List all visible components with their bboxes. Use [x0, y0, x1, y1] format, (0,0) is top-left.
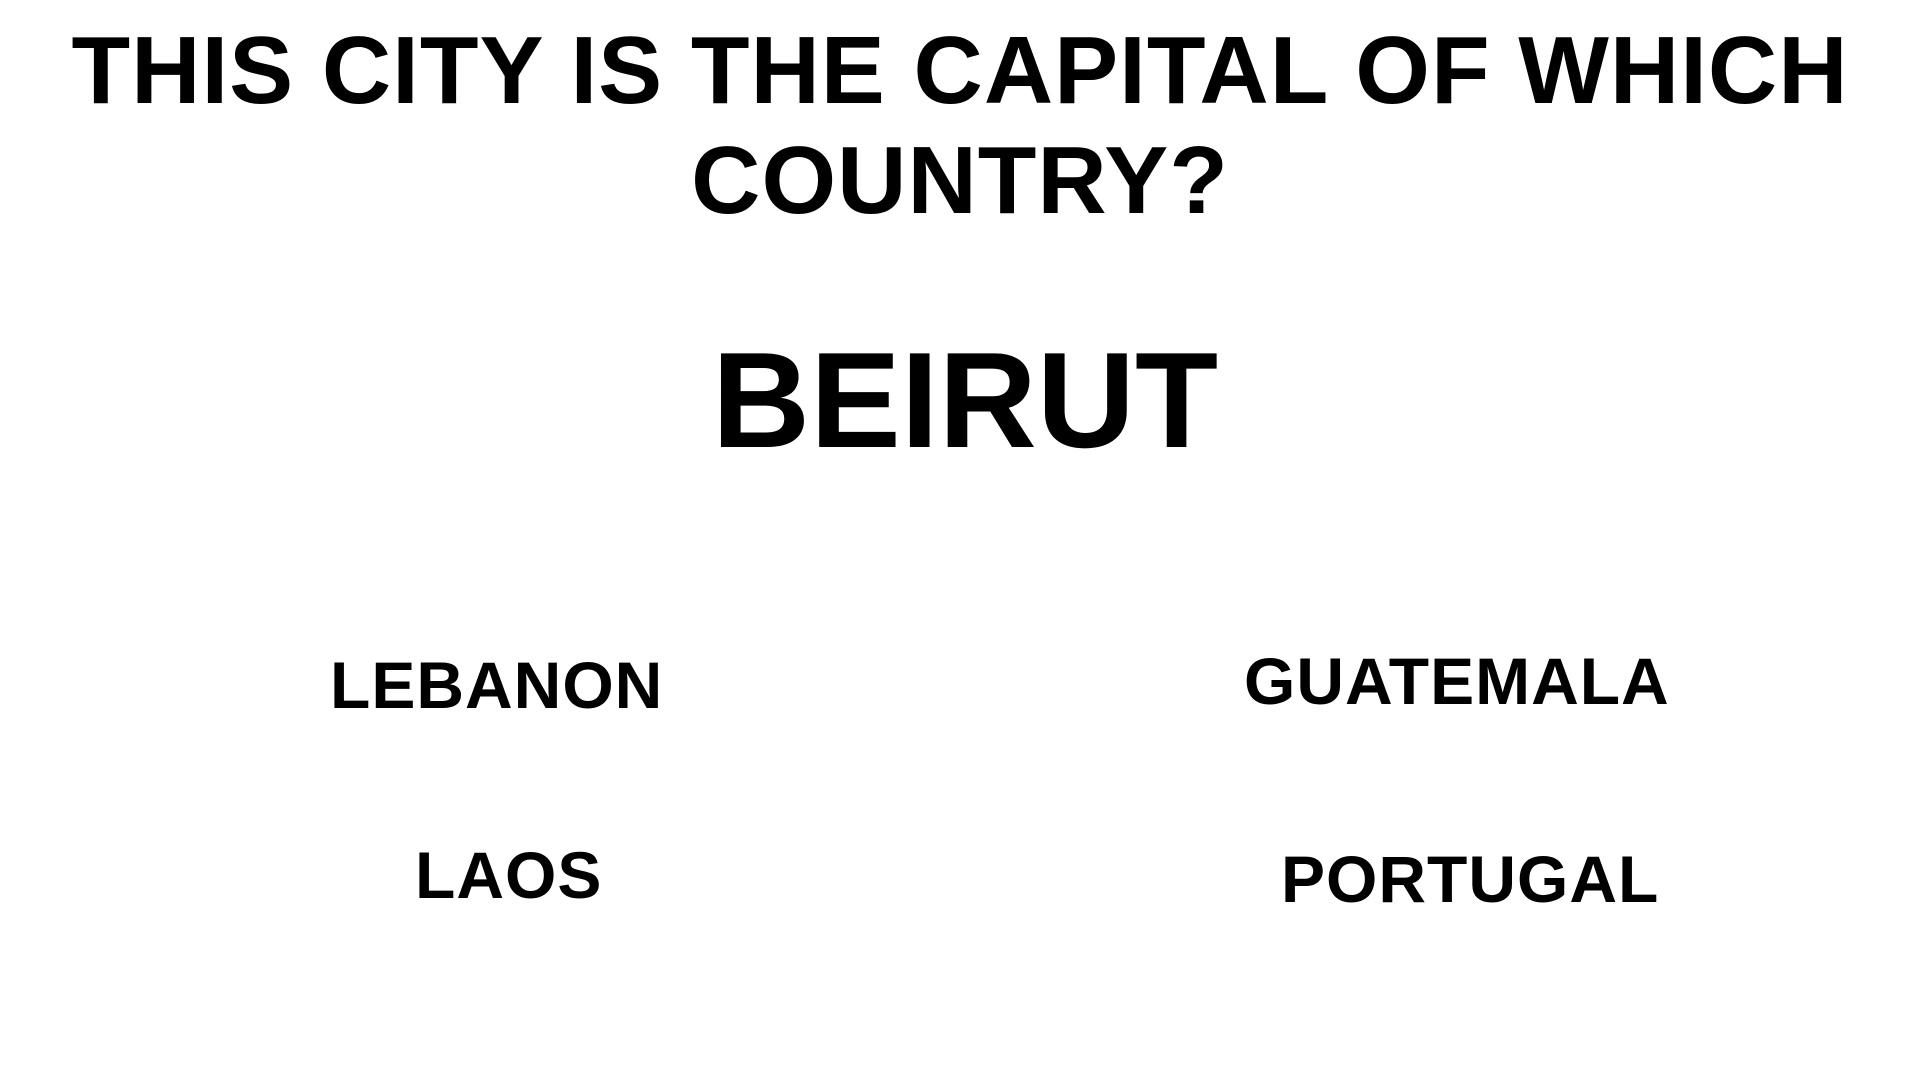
answer-option-laos[interactable]: LAOS	[415, 838, 603, 912]
question-heading: THIS CITY IS THE CAPITAL OF WHICH COUNTR…	[71, 17, 1849, 234]
city-name: BEIRUT	[711, 324, 1219, 476]
answer-option-lebanon[interactable]: LEBANON	[330, 648, 664, 722]
answer-option-guatemala[interactable]: GUATEMALA	[1244, 644, 1670, 718]
answer-option-portugal[interactable]: PORTUGAL	[1281, 842, 1660, 916]
